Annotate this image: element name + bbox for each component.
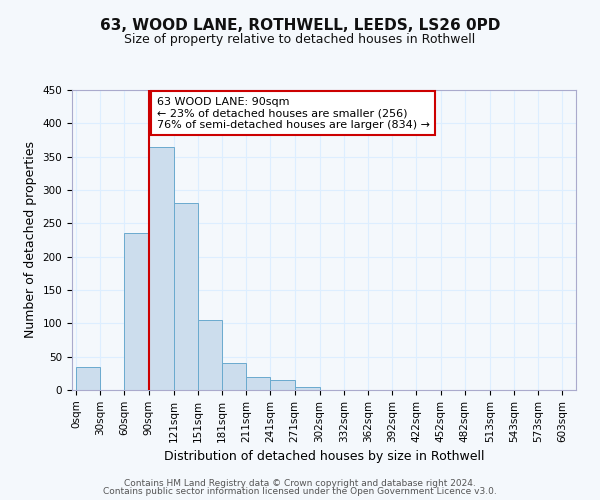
Bar [271,380,295,390]
X-axis label: Distribution of detached houses by size in Rothwell: Distribution of detached houses by size … [164,450,484,463]
Bar [149,146,173,390]
Text: 63, WOOD LANE, ROTHWELL, LEEDS, LS26 0PD: 63, WOOD LANE, ROTHWELL, LEEDS, LS26 0PD [100,18,500,32]
Text: Contains public sector information licensed under the Open Government Licence v3: Contains public sector information licen… [103,487,497,496]
Bar [76,366,100,390]
Bar [198,320,222,390]
Y-axis label: Number of detached properties: Number of detached properties [24,142,37,338]
Text: Contains HM Land Registry data © Crown copyright and database right 2024.: Contains HM Land Registry data © Crown c… [124,478,476,488]
Bar [246,376,271,390]
Bar [295,386,320,390]
Bar [173,204,198,390]
Bar [222,364,246,390]
Text: Size of property relative to detached houses in Rothwell: Size of property relative to detached ho… [124,32,476,46]
Text: 63 WOOD LANE: 90sqm
← 23% of detached houses are smaller (256)
76% of semi-detac: 63 WOOD LANE: 90sqm ← 23% of detached ho… [157,96,430,130]
Bar [124,234,149,390]
